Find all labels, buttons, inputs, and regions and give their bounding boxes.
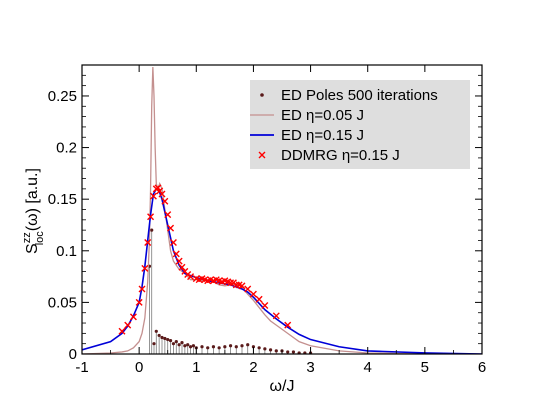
y-tick-label: 0.05 <box>48 294 77 311</box>
ddmrg-marker <box>232 281 240 289</box>
pole-marker <box>240 344 244 348</box>
ddmrg-marker <box>187 273 195 281</box>
ddmrg-marker <box>118 327 126 335</box>
pole-marker <box>152 342 156 346</box>
pole-marker <box>200 345 204 349</box>
ddmrg-marker <box>261 301 269 309</box>
x-tick-label: 5 <box>421 359 429 376</box>
y-axis-label-subscript: loc <box>34 231 46 246</box>
ddmrg-marker <box>141 264 149 272</box>
ddmrg-marker <box>238 282 246 290</box>
pole-marker <box>191 344 196 348</box>
y-tick-label: 0.25 <box>48 88 77 105</box>
ddmrg-marker <box>144 239 152 247</box>
legend-label: DDMRG η=0.15 J <box>281 147 400 164</box>
x-tick-label: 2 <box>249 359 257 376</box>
pole-marker <box>188 345 193 349</box>
ddmrg-marker <box>124 321 132 329</box>
ddmrg-marker <box>161 197 169 205</box>
ddmrg-marker <box>227 279 235 287</box>
y-axis-label-suffix: (ω) [a.u.] <box>24 168 41 231</box>
ddmrg-marker <box>249 290 257 298</box>
legend-label: ED η=0.15 J <box>281 127 364 144</box>
pole-marker <box>234 345 238 349</box>
y-axis-label: Szzloc(ω) [a.u.] <box>21 168 46 254</box>
x-tick-label: 1 <box>192 359 200 376</box>
pole-marker <box>157 333 161 338</box>
pole-marker <box>171 342 176 346</box>
ddmrg-marker <box>167 224 175 232</box>
pole-marker <box>228 344 233 348</box>
pole-marker <box>217 346 221 350</box>
pole-marker <box>166 337 170 342</box>
plot-frame <box>81 64 483 355</box>
pole-marker <box>163 336 167 341</box>
legend: ED Poles 500 iterations ED η=0.05 J ED η=0… <box>250 80 470 169</box>
x-tick-label: 6 <box>478 359 486 376</box>
ddmrg-marker <box>255 295 263 303</box>
ddmrg-marker <box>172 250 180 258</box>
pole-marker <box>303 351 307 354</box>
series-layer <box>82 67 482 354</box>
legend-background <box>250 80 470 169</box>
legend-swatch-poles <box>260 93 264 97</box>
y-tick-label: 0.15 <box>48 191 77 208</box>
pole-marker <box>206 346 210 350</box>
pole-marker <box>160 335 164 340</box>
pole-marker <box>174 340 178 344</box>
pole-marker <box>183 344 187 348</box>
y-axis-label-superscript: zz <box>21 232 33 243</box>
ddmrg-marker <box>138 285 146 293</box>
pole-marker <box>257 346 261 350</box>
x-tick-label: 3 <box>306 359 314 376</box>
pole-marker <box>150 228 154 232</box>
pole-marker <box>168 338 173 343</box>
pole-marker <box>268 348 273 352</box>
x-axis-label: ω/J <box>270 378 295 395</box>
pole-marker <box>154 329 158 333</box>
ddmrg-marker <box>272 312 280 320</box>
legend-label: ED η=0.05 J <box>281 107 364 124</box>
y-tick-label: 0.1 <box>56 243 77 260</box>
y-tick-label: 0.2 <box>56 140 77 157</box>
ddmrg-marker <box>169 239 177 247</box>
pole-marker <box>180 341 184 345</box>
pole-marker <box>291 350 296 354</box>
pole-marker <box>211 345 216 349</box>
x-tick-label: -1 <box>75 359 88 376</box>
y-tick-label: 0 <box>69 346 77 363</box>
pole-marker <box>274 349 278 353</box>
axes-layer: -1 0 1 2 3 4 5 600.050.10.150.20.25 <box>48 65 486 376</box>
y-axis-label-main: S <box>24 243 41 254</box>
pole-marker <box>177 343 181 347</box>
pole-marker <box>251 345 256 349</box>
pole-marker <box>286 350 290 354</box>
legend-swatch-ddmrg <box>258 151 266 159</box>
ddmrg-marker <box>135 298 143 306</box>
ddmrg-marker <box>149 192 157 200</box>
pole-marker <box>297 351 301 354</box>
ddmrg-marker <box>158 190 166 198</box>
ddmrg-marker <box>284 321 292 329</box>
ed-eta005-line <box>82 67 482 354</box>
legend-label: ED Poles 500 iterations <box>281 87 438 104</box>
x-tick-label: 0 <box>135 359 143 376</box>
ed-eta015-line <box>82 187 482 354</box>
pole-marker <box>223 345 227 349</box>
pole-marker <box>263 347 267 351</box>
ddmrg-marker <box>175 257 183 265</box>
ddmrg-marker <box>164 211 172 219</box>
pole-marker <box>246 343 250 347</box>
ddmrg-marker <box>244 285 252 293</box>
x-tick-label: 4 <box>364 359 372 376</box>
ddmrg-marker <box>129 313 137 321</box>
ddmrg-marker <box>178 263 186 271</box>
pole-marker <box>186 343 190 347</box>
ddmrg-marker <box>147 213 155 221</box>
